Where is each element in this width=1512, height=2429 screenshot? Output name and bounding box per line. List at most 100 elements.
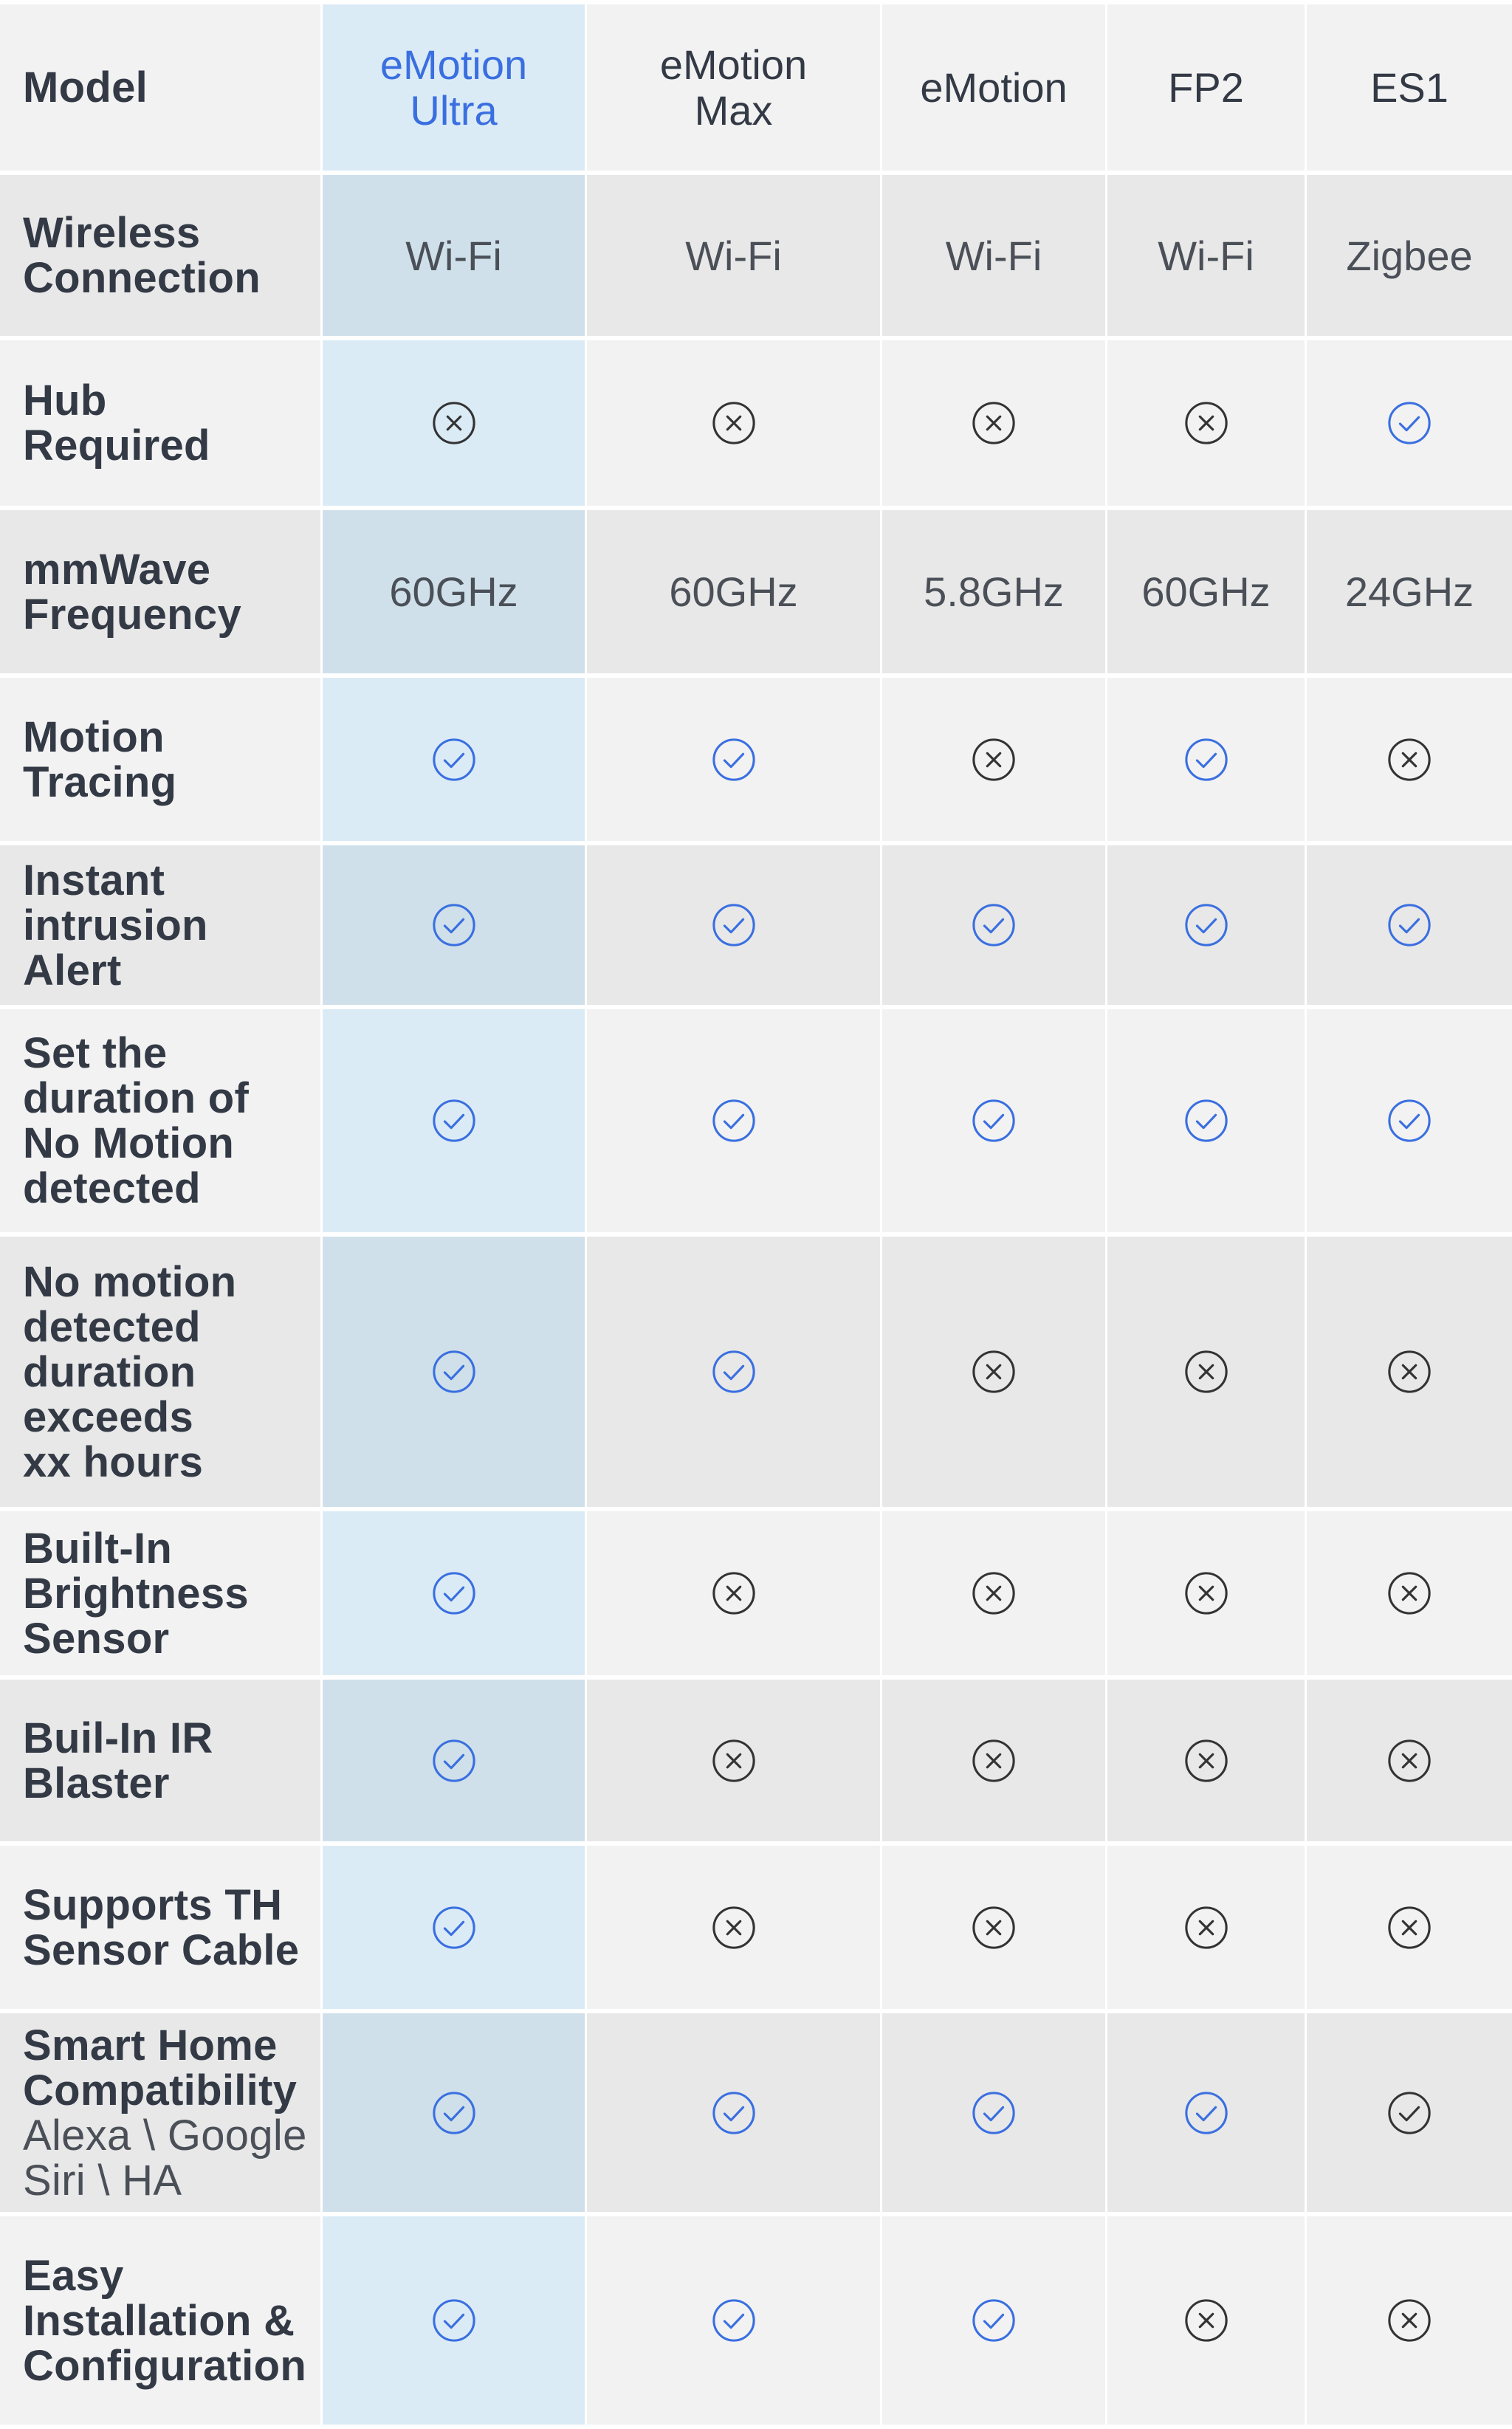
feature-label: Hub Required xyxy=(23,378,210,468)
check-circle-icon xyxy=(1386,400,1432,446)
value-cell: Wi-Fi xyxy=(1107,175,1307,340)
value-cell xyxy=(587,845,882,1009)
value-cell xyxy=(1307,1680,1512,1846)
value-cell xyxy=(323,1680,587,1846)
check-circle-icon xyxy=(1386,2090,1432,2136)
value-cell xyxy=(1107,845,1307,1009)
text-line: intrusion xyxy=(23,901,208,949)
feature-label-cell: Buil-In IR Blaster xyxy=(0,1680,323,1846)
check-circle-icon xyxy=(431,2298,477,2343)
value-text: 24GHz xyxy=(1344,568,1474,615)
cross-circle-icon xyxy=(971,1738,1017,1784)
value-cell xyxy=(1307,845,1512,1009)
check-circle-icon xyxy=(431,737,477,783)
column-header-line: ES1 xyxy=(1370,63,1449,111)
column-header-label: eMotion Ultra xyxy=(380,41,527,134)
feature-label: Buil-In IR Blaster xyxy=(23,1716,213,1806)
value-cell xyxy=(587,340,882,510)
value-text: 60GHz xyxy=(669,568,798,615)
check-circle-icon xyxy=(431,1570,477,1616)
value-text: 5.8GHz xyxy=(924,568,1064,615)
value-cell xyxy=(1107,1680,1307,1846)
text-line: detected xyxy=(23,1164,201,1212)
value-cell xyxy=(323,2216,587,2429)
text-line: Installation & xyxy=(23,2296,295,2345)
feature-label-cell: Smart Home Compatibility Alexa \ Google Sir… xyxy=(0,2013,323,2216)
value-cell xyxy=(323,1237,587,1511)
check-circle-icon xyxy=(971,1098,1017,1144)
column-header-2: eMotion xyxy=(882,4,1107,175)
value-text: Wi-Fi xyxy=(685,232,782,279)
value-cell xyxy=(1107,678,1307,845)
feature-label: Wireless Connection xyxy=(23,210,261,300)
value-cell xyxy=(882,678,1107,845)
value-cell xyxy=(323,845,587,1009)
value-cell xyxy=(323,1511,587,1680)
text-line: Brightness xyxy=(23,1569,249,1618)
column-header-line: Ultra xyxy=(410,86,498,134)
text-line: Motion xyxy=(23,712,165,761)
value-text: 60GHz xyxy=(389,568,518,615)
value-cell: Wi-Fi xyxy=(587,175,882,340)
text-line: No Motion xyxy=(23,1119,235,1167)
cross-circle-icon xyxy=(1183,1349,1229,1395)
check-circle-icon xyxy=(1183,902,1229,948)
check-circle-icon xyxy=(971,902,1017,948)
column-header-line: Max xyxy=(694,86,773,134)
value-cell xyxy=(587,2216,882,2429)
feature-label-cell: mmWave Frequency xyxy=(0,510,323,678)
column-header-4: ES1 xyxy=(1307,4,1512,175)
cross-circle-icon xyxy=(971,1349,1017,1395)
text-line: mmWave xyxy=(23,545,211,594)
header-label-cell: Model xyxy=(0,4,323,175)
value-text: 60GHz xyxy=(1141,568,1271,615)
value-cell xyxy=(1107,1009,1307,1237)
text-line: Frequency xyxy=(23,590,242,639)
value-cell xyxy=(1307,1009,1512,1237)
feature-label: Motion Tracing xyxy=(23,715,176,805)
text-line: duration xyxy=(23,1347,196,1396)
check-circle-icon xyxy=(711,1349,757,1395)
value-cell: 5.8GHz xyxy=(882,510,1107,678)
cross-circle-icon xyxy=(431,400,477,446)
cross-circle-icon xyxy=(1386,2298,1432,2343)
value-cell xyxy=(587,1680,882,1846)
value-cell xyxy=(1307,1511,1512,1680)
value-cell xyxy=(1307,2216,1512,2429)
column-header-label: eMotion xyxy=(920,64,1067,111)
feature-label: Easy Installation & Configuration xyxy=(23,2253,306,2388)
value-cell xyxy=(882,2013,1107,2216)
value-cell xyxy=(1107,2013,1307,2216)
text-line: Connection xyxy=(23,254,261,302)
value-cell xyxy=(1107,340,1307,510)
value-cell xyxy=(323,2013,587,2216)
value-cell xyxy=(882,1680,1107,1846)
feature-label-cell: Hub Required xyxy=(0,340,323,510)
value-cell xyxy=(587,1009,882,1237)
text-line: No motion xyxy=(23,1257,237,1306)
text-line: Smart Home xyxy=(23,2021,278,2069)
cross-circle-icon xyxy=(1183,1570,1229,1616)
value-cell: Wi-Fi xyxy=(323,175,587,340)
feature-label: Built-In Brightness Sensor xyxy=(23,1526,249,1661)
column-header-label: FP2 xyxy=(1168,64,1244,111)
cross-circle-icon xyxy=(711,1738,757,1784)
cross-circle-icon xyxy=(1183,2298,1229,2343)
feature-label: Smart Home Compatibility Alexa \ Google Sir… xyxy=(23,2023,307,2203)
check-circle-icon xyxy=(1183,2090,1229,2136)
text-line: Sensor Cable xyxy=(23,1925,300,1974)
feature-label-cell: Built-In Brightness Sensor xyxy=(0,1511,323,1680)
text-line: Alert xyxy=(23,946,122,994)
check-circle-icon xyxy=(1386,902,1432,948)
value-cell xyxy=(882,1846,1107,2013)
column-header-label: eMotion Max xyxy=(660,41,807,134)
check-circle-icon xyxy=(971,2090,1017,2136)
text-line: Buil-In IR xyxy=(23,1714,213,1762)
cross-circle-icon xyxy=(1386,1905,1432,1951)
value-cell xyxy=(882,1511,1107,1680)
value-cell xyxy=(323,1846,587,2013)
value-cell: Wi-Fi xyxy=(882,175,1107,340)
check-circle-icon xyxy=(431,1349,477,1395)
value-cell: 24GHz xyxy=(1307,510,1512,678)
feature-label-cell: Instant intrusion Alert xyxy=(0,845,323,1009)
